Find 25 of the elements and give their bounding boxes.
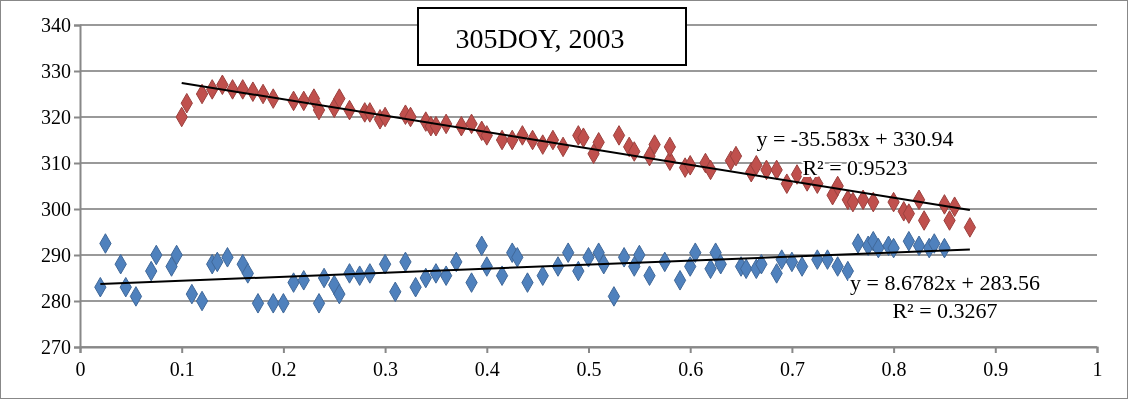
x-tick-label: 0.8 — [881, 358, 907, 380]
y-tick-label: 280 — [41, 289, 71, 312]
x-tick-label: 1 — [1092, 358, 1103, 380]
y-tick-label: 290 — [41, 243, 71, 266]
x-tick-label: 0.7 — [779, 358, 805, 380]
y-tick-label: 340 — [41, 13, 71, 36]
annotation: R² = 0.3267 — [892, 298, 998, 323]
x-tick-label: 0.3 — [373, 358, 399, 380]
y-tick-label: 320 — [41, 105, 71, 128]
x-tick-label: 0.9 — [983, 358, 1009, 380]
y-tick-label: 310 — [41, 151, 71, 174]
x-tick-label: 0 — [75, 358, 86, 380]
y-tick-label: 330 — [41, 59, 71, 82]
x-tick-label: 0.5 — [576, 358, 602, 380]
x-tick-label: 0.2 — [271, 358, 297, 380]
x-tick-label: 0.6 — [678, 358, 704, 380]
title-frame: 305DOY, 2003 — [417, 7, 687, 66]
x-tick-label: 0.4 — [474, 358, 500, 380]
annotation: R² = 0.9523 — [802, 155, 908, 180]
annotation: y = 8.6782x + 283.56 — [850, 270, 1040, 295]
y-tick-label: 300 — [41, 197, 71, 220]
chart-title: 305DOY, 2003 — [455, 23, 625, 54]
x-tick-label: 0.1 — [169, 358, 195, 380]
annotation: y = -35.583x + 330.94 — [756, 126, 954, 151]
y-tick-label: 270 — [41, 335, 71, 358]
